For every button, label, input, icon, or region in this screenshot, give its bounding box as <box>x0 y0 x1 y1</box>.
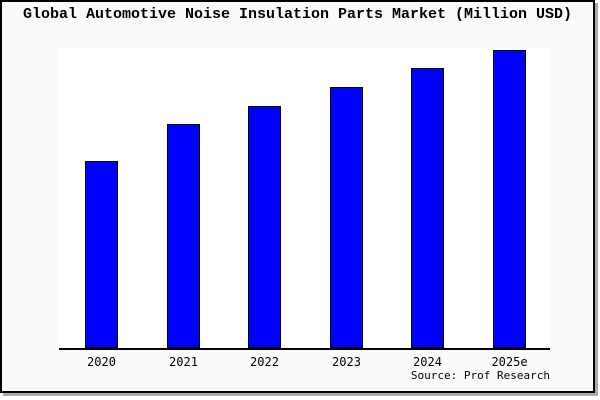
bar-2024 <box>411 68 444 348</box>
bar-2022 <box>248 106 281 348</box>
bar-2020 <box>85 161 118 348</box>
x-tick-label-2023: 2023 <box>332 355 361 369</box>
x-tick-label-2020: 2020 <box>87 355 116 369</box>
x-tick-label-2025e: 2025e <box>491 355 528 369</box>
plot-area <box>59 48 550 350</box>
bar-2025e <box>493 50 526 348</box>
bar-2021 <box>167 124 200 348</box>
x-tick-label-2024: 2024 <box>413 355 442 369</box>
chart-title: Global Automotive Noise Insulation Parts… <box>22 6 573 23</box>
bar-2023 <box>330 87 363 348</box>
x-tick-label-2022: 2022 <box>250 355 279 369</box>
x-tick-label-2021: 2021 <box>169 355 198 369</box>
source-note: Source: Prof Research <box>410 369 550 382</box>
